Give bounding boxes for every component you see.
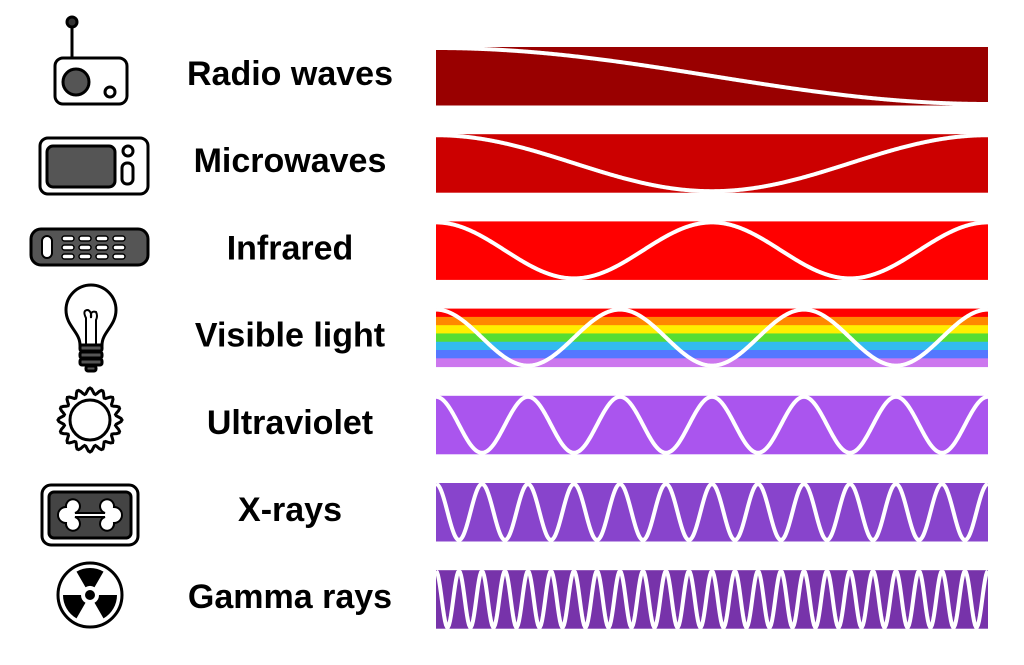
remote-icon-part-part [112,244,126,251]
radio-icon-part [103,85,117,99]
remote-icon-part-part [95,244,109,251]
radiation-sector [94,595,117,619]
remote-icon-part-part [61,235,75,242]
bulb-icon-part [84,364,98,373]
row-label: Visible light [195,317,385,355]
row-label: X-rays [238,491,342,529]
microwave-icon-part [45,144,117,189]
remote-icon-part-part [61,253,75,260]
band-stripe [436,341,988,351]
remote-icon-part-part [78,235,92,242]
wave [436,133,988,194]
row-label: Microwaves [194,142,387,180]
band-stripe [436,325,988,334]
wave [435,481,989,543]
radiation-sector [63,595,86,619]
band-stripe [436,395,988,455]
band-stripe [436,221,988,280]
remote-icon-part-part [112,235,126,242]
remote-icon-part-part [61,244,75,251]
bulb-icon [64,283,118,373]
radio-icon-part [65,15,79,29]
radio-icon [53,15,129,106]
row-label: Infrared [227,229,354,267]
remote-icon-part-part [112,253,126,260]
wave [435,307,989,368]
radiation-sector [76,568,104,588]
band-stripe [436,134,988,193]
band-stripe [436,570,988,629]
remote-icon [29,227,150,267]
band-stripe [436,316,988,326]
band-stripe [436,333,988,343]
remote-icon-part [41,235,53,259]
xray-icon-part [57,498,123,532]
bulb-icon-part [78,350,104,360]
band-stripe [436,358,988,368]
bulb-icon-part [78,343,104,353]
microwave-icon-part [121,144,135,158]
bulb-icon-part [78,357,104,367]
remote-icon-part-part [95,235,109,242]
wave [435,394,989,455]
microwave-icon [38,136,150,196]
band-stripe [436,350,988,359]
wave [434,568,990,629]
row-label: Ultraviolet [207,404,373,442]
remote-icon-part-part [95,253,109,260]
band-stripe [436,308,988,318]
remote-icon-part [61,235,126,260]
wave-bands [434,46,990,629]
band-stripe [436,483,988,542]
row-label: Radio waves [187,55,393,93]
radiation-icon-part [85,590,95,600]
wave [436,46,988,106]
wave [435,220,989,281]
remote-icon-part-part [78,244,92,251]
radiation-icon [56,561,124,629]
sun-icon-part [68,398,112,442]
sun-icon [56,386,124,454]
remote-icon-part-part [78,253,92,260]
radiation-icon-part [63,568,117,619]
bulb-icon-part [83,308,98,344]
radio-icon-part [61,67,91,97]
microwave-icon-part [120,161,135,186]
row-label: Gamma rays [188,578,392,616]
xray-icon [40,483,140,547]
